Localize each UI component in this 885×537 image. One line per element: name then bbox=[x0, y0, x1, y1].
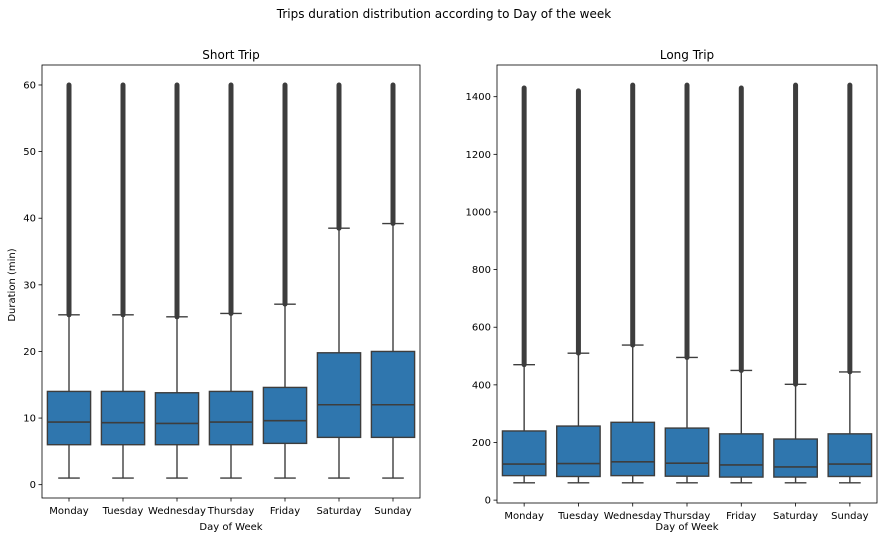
long-trip-xtick-label: Friday bbox=[726, 511, 756, 522]
short-trip-xlabel: Day of Week bbox=[199, 522, 262, 533]
long-trip-ytick-label: 600 bbox=[472, 323, 491, 334]
long-trip-xtick-label: Monday bbox=[504, 511, 544, 522]
long-trip-box-thursday bbox=[664, 427, 710, 477]
short-trip-ytick-label: 30 bbox=[23, 280, 36, 291]
long-trip-ytick-label: 800 bbox=[472, 265, 491, 276]
short-trip-ytick-label: 50 bbox=[23, 147, 36, 158]
short-trip-ylabel: Duration (min) bbox=[7, 248, 18, 321]
long-trip-xtick-label: Saturday bbox=[773, 511, 818, 522]
long-trip-ytick-label: 400 bbox=[472, 380, 491, 391]
short-trip-xtick-label: Friday bbox=[270, 506, 300, 517]
short-trip-axes: Short Trip Day of Week Duration (min) 0 1… bbox=[7, 48, 421, 533]
long-trip-xlabel: Day of Week bbox=[655, 522, 718, 533]
short-trip-box-thursday bbox=[208, 390, 254, 446]
long-trip-box-sunday bbox=[827, 433, 873, 478]
short-trip-ytick-label: 10 bbox=[23, 414, 36, 425]
short-trip-xtick-label: Tuesday bbox=[102, 506, 144, 517]
short-trip-box-wednesday bbox=[154, 392, 200, 446]
figure-suptitle: Trips duration distribution according to… bbox=[276, 7, 611, 21]
short-trip-ytick-label: 60 bbox=[23, 80, 36, 91]
long-trip-ytick-label: 1400 bbox=[466, 92, 491, 103]
short-trip-box-tuesday bbox=[100, 390, 146, 446]
short-trip-title: Short Trip bbox=[202, 48, 259, 62]
long-trip-ytick-label: 1000 bbox=[466, 207, 491, 218]
long-trip-box-monday bbox=[501, 430, 547, 477]
long-trip-ytick-label: 200 bbox=[472, 438, 491, 449]
long-trip-box-friday bbox=[718, 433, 764, 478]
long-trip-ytick-label: 1200 bbox=[466, 150, 491, 161]
long-trip-xtick-label: Thursday bbox=[663, 511, 711, 522]
short-trip-box-friday bbox=[262, 386, 308, 445]
short-trip-xtick-label: Thursday bbox=[207, 506, 255, 517]
short-trip-xtick-label: Saturday bbox=[316, 506, 361, 517]
long-trip-box-wednesday bbox=[610, 421, 656, 477]
short-trip-ytick-label: 40 bbox=[23, 214, 36, 225]
short-trip-ytick-label: 0 bbox=[30, 480, 36, 491]
long-trip-xtick-label: Wednesday bbox=[604, 511, 662, 522]
long-trip-title: Long Trip bbox=[660, 48, 714, 62]
short-trip-ytick-label: 20 bbox=[23, 347, 36, 358]
short-trip-xtick-label: Sunday bbox=[374, 506, 411, 517]
short-trip-box-sunday bbox=[370, 350, 416, 439]
long-trip-xtick-label: Tuesday bbox=[557, 511, 599, 522]
short-trip-xtick-label: Wednesday bbox=[148, 506, 206, 517]
long-trip-box-saturday bbox=[773, 438, 818, 478]
short-trip-xtick-label: Monday bbox=[49, 506, 89, 517]
long-trip-xtick-label: Sunday bbox=[831, 511, 868, 522]
long-trip-box-tuesday bbox=[556, 425, 601, 478]
long-trip-axes: Long Trip Day of Week 0 200 400 600 800 1000 1… bbox=[466, 48, 878, 533]
long-trip-ytick-label: 0 bbox=[485, 496, 491, 507]
short-trip-box-monday bbox=[46, 390, 92, 446]
short-trip-box-saturday bbox=[316, 352, 362, 439]
